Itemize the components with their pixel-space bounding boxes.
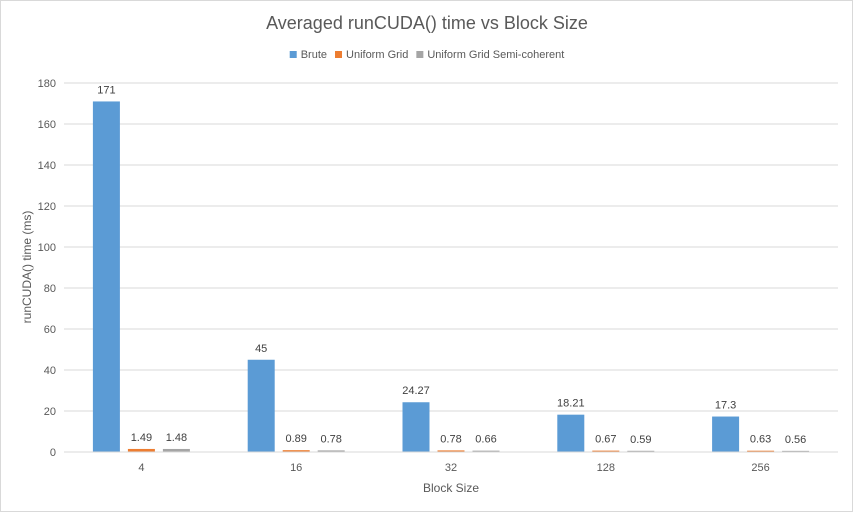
y-tick-label: 40 [44,365,56,377]
bar-brute-32 [402,402,430,452]
data-label-uniform-grid-256: 0.63 [750,434,771,446]
bar-uniform-grid-128 [592,450,620,452]
gridlines [64,82,838,412]
bar-uniform-grid-32 [437,450,465,452]
data-label-brute-256: 17.3 [715,400,736,412]
bar-brute-4 [92,101,120,452]
data-label-brute-16: 45 [255,343,267,355]
legend-item-uniform-grid: Uniform Grid [335,49,408,61]
x-tick-label: 16 [290,462,302,474]
legend-label: Uniform Grid Semi-coherent [427,49,564,61]
y-tick-label: 60 [44,324,56,336]
y-axis-ticks: 0 20 40 60 80 100 120 140 160 180 [38,78,56,459]
data-label-uniform-grid-16: 0.89 [285,433,306,445]
y-tick-label: 100 [38,242,56,254]
y-tick-label: 20 [44,406,56,418]
legend-label: Uniform Grid [346,49,408,61]
bars [92,101,810,452]
bar-uniform-grid-semi-coherent-256 [782,450,810,452]
bar-uniform-grid-semi-coherent-4 [162,448,190,452]
y-tick-label: 180 [38,78,56,90]
data-label-uniform-grid-4: 1.49 [131,432,152,444]
x-axis-title: Block Size [423,481,479,495]
y-tick-label: 120 [38,201,56,213]
bar-uniform-grid-semi-coherent-32 [472,450,500,452]
data-label-uniform-grid-semi-coherent-256: 0.56 [785,434,806,446]
data-label-uniform-grid-32: 0.78 [440,433,461,445]
y-tick-label: 160 [38,119,56,131]
x-tick-label: 4 [138,462,144,474]
y-tick-label: 0 [50,447,56,459]
data-label-uniform-grid-semi-coherent-128: 0.59 [630,434,651,446]
x-axis-ticks: 4 16 32 128 256 [138,462,769,474]
y-tick-label: 80 [44,283,56,295]
x-tick-label: 32 [445,462,457,474]
legend: Brute Uniform Grid Uniform Grid Semi-coher… [289,49,564,61]
y-axis-title: runCUDA() time (ms) [20,211,34,324]
data-labels: 171 1.49 1.48 45 0.89 0.78 24.27 0.78 0.66 18.21 0… [97,84,806,445]
data-label-brute-4: 171 [97,84,115,96]
bar-uniform-grid-4 [127,448,155,452]
chart-title: Averaged runCUDA() time vs Block Size [266,13,588,33]
data-label-brute-128: 18.21 [557,398,585,410]
bar-brute-128 [557,414,585,452]
x-tick-label: 128 [597,462,615,474]
legend-label: Brute [301,49,327,61]
data-label-uniform-grid-128: 0.67 [595,434,616,446]
bar-uniform-grid-semi-coherent-16 [317,450,345,452]
data-label-uniform-grid-semi-coherent-4: 1.48 [166,432,187,444]
legend-item-uniform-grid-semi-coherent: Uniform Grid Semi-coherent [416,49,564,61]
bar-brute-256 [712,416,740,452]
data-label-uniform-grid-semi-coherent-16: 0.78 [320,433,341,445]
data-label-uniform-grid-semi-coherent-32: 0.66 [475,434,496,446]
bar-brute-16 [247,359,275,452]
legend-swatch [289,51,297,58]
y-tick-label: 140 [38,160,56,172]
legend-swatch [416,51,424,58]
data-label-brute-32: 24.27 [402,385,430,397]
legend-item-brute: Brute [289,49,327,61]
bar-uniform-grid-semi-coherent-128 [627,450,655,452]
x-tick-label: 256 [751,462,769,474]
bar-uniform-grid-16 [282,450,310,452]
bar-uniform-grid-256 [747,450,775,452]
legend-swatch [335,51,343,58]
